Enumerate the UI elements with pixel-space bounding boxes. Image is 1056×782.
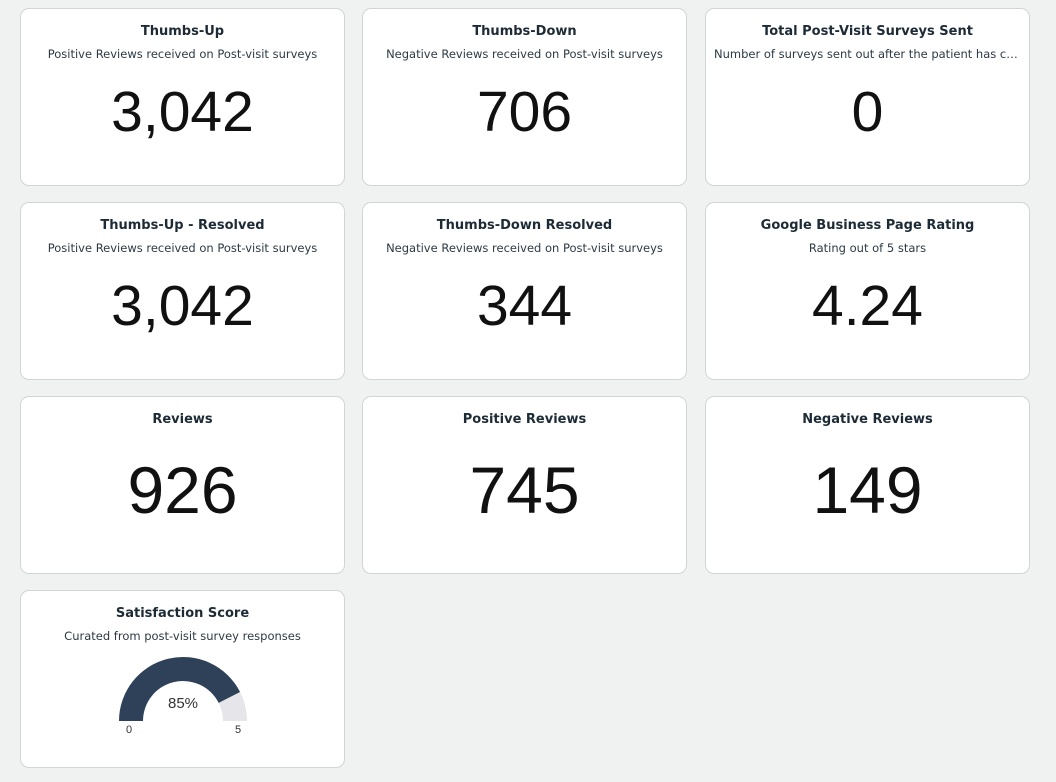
- positive-reviews-card: Positive Reviews 745: [362, 396, 687, 574]
- card-value: 0: [851, 80, 884, 144]
- card-title: Google Business Page Rating: [760, 218, 975, 233]
- satisfaction-score-card: Satisfaction Score Curated from post-vis…: [20, 590, 345, 768]
- card-title: Thumbs-Up: [140, 24, 225, 39]
- thumbs-down-card: Thumbs-Down Negative Reviews received on…: [362, 8, 687, 186]
- surveys-sent-card: Total Post-Visit Surveys Sent Number of …: [705, 8, 1030, 186]
- card-title: Thumbs-Down: [472, 24, 577, 39]
- card-title: Reviews: [152, 412, 213, 427]
- card-value: 706: [476, 80, 573, 144]
- card-value: 926: [127, 453, 238, 527]
- negative-reviews-card: Negative Reviews 149: [705, 396, 1030, 574]
- card-title: Thumbs-Up - Resolved: [100, 218, 265, 233]
- google-rating-card: Google Business Page Rating Rating out o…: [705, 202, 1030, 380]
- card-value: 149: [812, 453, 923, 527]
- card-title: Thumbs-Down Resolved: [436, 218, 613, 233]
- thumbs-down-resolved-card: Thumbs-Down Resolved Negative Reviews re…: [362, 202, 687, 380]
- card-title: Negative Reviews: [802, 412, 933, 427]
- thumbs-up-card: Thumbs-Up Positive Reviews received on P…: [20, 8, 345, 186]
- card-value: 4.24: [812, 274, 923, 338]
- card-subtitle: Rating out of 5 stars: [808, 241, 927, 255]
- card-value: 745: [469, 453, 580, 527]
- thumbs-up-resolved-card: Thumbs-Up - Resolved Positive Reviews re…: [20, 202, 345, 380]
- card-value: 344: [476, 274, 573, 338]
- card-subtitle: Negative Reviews received on Post-visit …: [386, 241, 663, 255]
- reviews-card: Reviews 926: [20, 396, 345, 574]
- card-title: Satisfaction Score: [115, 606, 250, 621]
- card-title: Positive Reviews: [462, 412, 587, 427]
- gauge-percent-label: 85%: [168, 695, 198, 712]
- gauge-fill: [119, 657, 241, 721]
- card-subtitle: Positive Reviews received on Post-visit …: [47, 241, 318, 255]
- card-value: 3,042: [111, 274, 254, 338]
- card-subtitle: Number of surveys sent out after the pat…: [714, 47, 1021, 61]
- card-value: 3,042: [111, 80, 254, 144]
- card-title: Total Post-Visit Surveys Sent: [762, 24, 973, 39]
- card-subtitle: Negative Reviews received on Post-visit …: [386, 47, 663, 61]
- satisfaction-gauge: 85% 0 5: [119, 657, 247, 736]
- gauge-min-label: 0: [126, 724, 132, 736]
- card-subtitle: Positive Reviews received on Post-visit …: [47, 47, 318, 61]
- gauge-max-label: 5: [235, 724, 241, 736]
- card-subtitle: Curated from post-visit survey responses: [64, 629, 301, 643]
